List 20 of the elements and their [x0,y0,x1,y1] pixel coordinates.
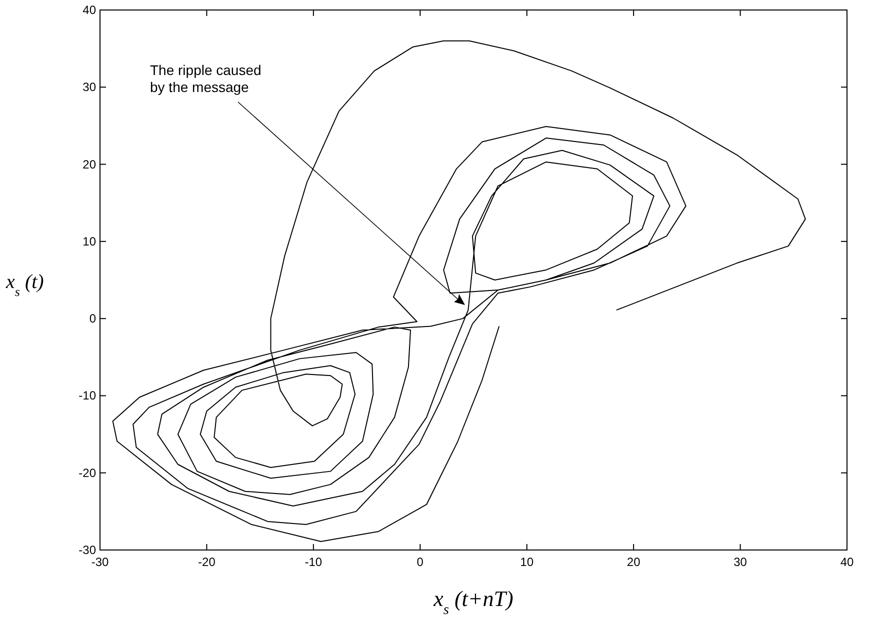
y-tick-label: 40 [82,3,96,17]
line-series [112,40,806,542]
y-tick-label: -20 [78,466,96,480]
x-tick-label: -20 [198,555,216,569]
x-tick-label: 10 [520,555,534,569]
y-tick-label: 30 [82,80,96,94]
x-tick-label: 30 [734,555,748,569]
x-tick-label: 20 [626,555,641,569]
x-axis-title: x$_{s}$(t+nT) [432,586,514,618]
x-tick-label: 40 [840,555,854,569]
y-tick-label: 0 [89,312,96,326]
annotation: The ripple caused by the message [150,62,262,95]
y-tick-label: 10 [82,234,96,248]
x-tick-label: -30 [91,555,109,569]
y-tick-label: -30 [78,543,96,557]
x-tick-label: 0 [416,555,424,569]
y-tick-label: 20 [82,157,96,172]
y-tick-label: -10 [78,388,96,403]
x-tick-label: -10 [304,555,322,569]
y-axis-title: x$_{s}$(t) [5,271,44,298]
